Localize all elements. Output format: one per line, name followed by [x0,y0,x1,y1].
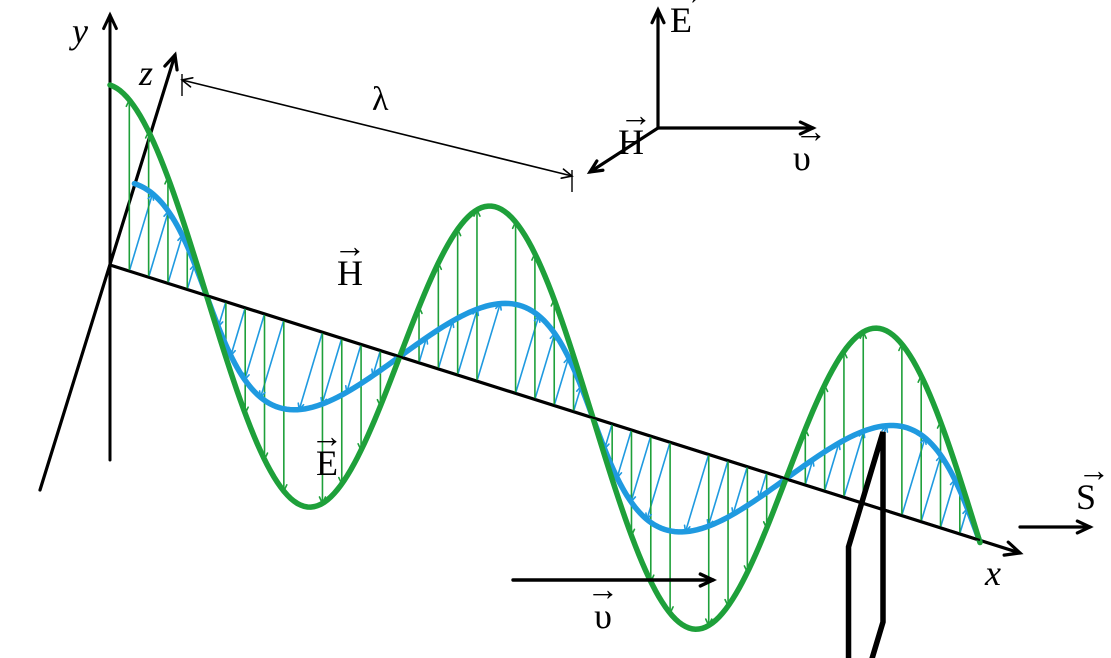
svg-text:→: → [672,0,704,12]
svg-text:→: → [1078,453,1110,489]
label-H-wave: H→ [334,229,366,293]
svg-text:→: → [334,229,366,265]
svg-text:→: → [620,98,652,134]
label-x-axis: x [984,553,1001,593]
label-y-axis: y [69,11,88,51]
label-lambda: λ [372,81,389,118]
svg-text:→: → [587,572,619,608]
label-z-axis: z [138,53,153,93]
svg-text:→: → [311,419,343,455]
svg-text:→: → [795,114,827,150]
